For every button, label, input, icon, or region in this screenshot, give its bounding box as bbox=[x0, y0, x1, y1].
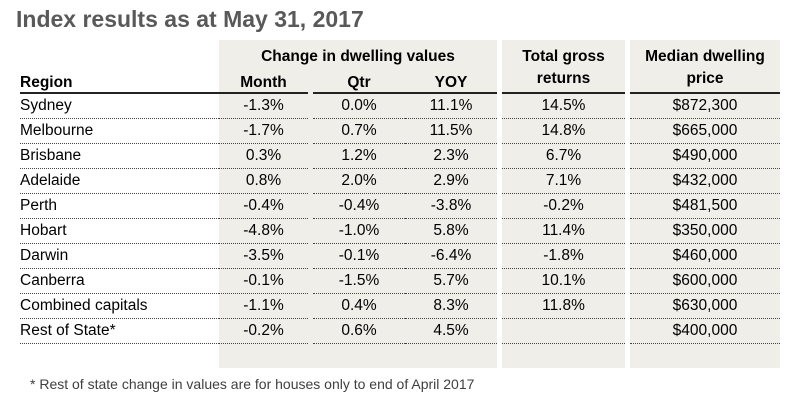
cell-region: Brisbane bbox=[20, 144, 219, 169]
cell-region: Rest of State* bbox=[20, 319, 219, 344]
shade-change bbox=[219, 40, 497, 368]
index-results-table: Change in dwelling values Total gross re… bbox=[20, 40, 780, 344]
cell-month: 0.8% bbox=[219, 169, 308, 194]
cell-month: -0.2% bbox=[219, 319, 308, 344]
cell-total-returns bbox=[502, 319, 625, 344]
group-header: Change in dwelling values bbox=[261, 48, 455, 65]
cell-month: -1.7% bbox=[219, 119, 308, 144]
cell-total-returns: 14.5% bbox=[502, 94, 625, 119]
cell-region: Perth bbox=[20, 194, 219, 219]
cell-yoy: 5.8% bbox=[405, 219, 497, 244]
table-row: Rest of State* -0.2% 0.6% 4.5% $400,000 bbox=[20, 319, 780, 344]
table-row: Melbourne -1.7% 0.7% 11.5% 14.8% $665,000 bbox=[20, 119, 780, 144]
cell-median-price: $600,000 bbox=[630, 269, 780, 294]
table-row: Darwin -3.5% -0.1% -6.4% -1.8% $460,000 bbox=[20, 244, 780, 269]
cell-qtr: 1.2% bbox=[313, 144, 405, 169]
header-qtr: Qtr bbox=[313, 66, 405, 94]
cell-yoy: 2.3% bbox=[405, 144, 497, 169]
cell-month: -0.4% bbox=[219, 194, 308, 219]
table-row: Hobart -4.8% -1.0% 5.8% 11.4% $350,000 bbox=[20, 219, 780, 244]
cell-yoy: 8.3% bbox=[405, 294, 497, 319]
cell-month: -1.1% bbox=[219, 294, 308, 319]
cell-qtr: 2.0% bbox=[313, 169, 405, 194]
cell-yoy: 11.1% bbox=[405, 94, 497, 119]
cell-median-price: $630,000 bbox=[630, 294, 780, 319]
cell-month: 0.3% bbox=[219, 144, 308, 169]
cell-qtr: -0.1% bbox=[313, 244, 405, 269]
cell-total-returns: 11.8% bbox=[502, 294, 625, 319]
table-row: Sydney -1.3% 0.0% 11.1% 14.5% $872,300 bbox=[20, 94, 780, 119]
cell-region: Hobart bbox=[20, 219, 219, 244]
cell-median-price: $460,000 bbox=[630, 244, 780, 269]
cell-median-price: $481,500 bbox=[630, 194, 780, 219]
header-median-dwelling-price: Median dwelling price bbox=[630, 40, 780, 94]
cell-region: Sydney bbox=[20, 94, 219, 119]
cell-median-price: $665,000 bbox=[630, 119, 780, 144]
cell-yoy: 5.7% bbox=[405, 269, 497, 294]
cell-month: -1.3% bbox=[219, 94, 308, 119]
shade-returns bbox=[502, 40, 625, 368]
table-row: Canberra -0.1% -1.5% 5.7% 10.1% $600,000 bbox=[20, 269, 780, 294]
cell-month: -4.8% bbox=[219, 219, 308, 244]
cell-qtr: -1.5% bbox=[313, 269, 405, 294]
cell-median-price: $490,000 bbox=[630, 144, 780, 169]
cell-qtr: 0.6% bbox=[313, 319, 405, 344]
cell-total-returns: 10.1% bbox=[502, 269, 625, 294]
cell-yoy: -6.4% bbox=[405, 244, 497, 269]
page-title: Index results as at May 31, 2017 bbox=[16, 6, 364, 32]
cell-region: Adelaide bbox=[20, 169, 219, 194]
cell-qtr: -0.4% bbox=[313, 194, 405, 219]
cell-qtr: 0.0% bbox=[313, 94, 405, 119]
table-row: Adelaide 0.8% 2.0% 2.9% 7.1% $432,000 bbox=[20, 169, 780, 194]
cell-yoy: 11.5% bbox=[405, 119, 497, 144]
cell-region: Combined capitals bbox=[20, 294, 219, 319]
table-row: Combined capitals -1.1% 0.4% 8.3% 11.8% $630,… bbox=[20, 294, 780, 319]
cell-region: Melbourne bbox=[20, 119, 219, 144]
cell-month: -0.1% bbox=[219, 269, 308, 294]
shade-median bbox=[630, 40, 780, 368]
cell-qtr: 0.4% bbox=[313, 294, 405, 319]
cell-total-returns: -0.2% bbox=[502, 194, 625, 219]
cell-median-price: $432,000 bbox=[630, 169, 780, 194]
table-row: Perth -0.4% -0.4% -3.8% -0.2% $481,500 bbox=[20, 194, 780, 219]
cell-yoy: -3.8% bbox=[405, 194, 497, 219]
cell-qtr: -1.0% bbox=[313, 219, 405, 244]
table-row: Brisbane 0.3% 1.2% 2.3% 6.7% $490,000 bbox=[20, 144, 780, 169]
cell-month: -3.5% bbox=[219, 244, 308, 269]
header-region: Region bbox=[20, 66, 219, 94]
cell-qtr: 0.7% bbox=[313, 119, 405, 144]
cell-yoy: 2.9% bbox=[405, 169, 497, 194]
footnote: * Rest of state change in values are for… bbox=[30, 376, 475, 392]
cell-total-returns: 11.4% bbox=[502, 219, 625, 244]
cell-total-returns: 7.1% bbox=[502, 169, 625, 194]
header-total-gross-returns: Total gross returns bbox=[502, 40, 625, 94]
cell-total-returns: 14.8% bbox=[502, 119, 625, 144]
cell-region: Darwin bbox=[20, 244, 219, 269]
cell-median-price: $400,000 bbox=[630, 319, 780, 344]
cell-yoy: 4.5% bbox=[405, 319, 497, 344]
cell-total-returns: 6.7% bbox=[502, 144, 625, 169]
header-yoy: YOY bbox=[405, 66, 497, 94]
cell-median-price: $350,000 bbox=[630, 219, 780, 244]
header-month: Month bbox=[219, 66, 308, 94]
cell-total-returns: -1.8% bbox=[502, 244, 625, 269]
cell-region: Canberra bbox=[20, 269, 219, 294]
cell-median-price: $872,300 bbox=[630, 94, 780, 119]
